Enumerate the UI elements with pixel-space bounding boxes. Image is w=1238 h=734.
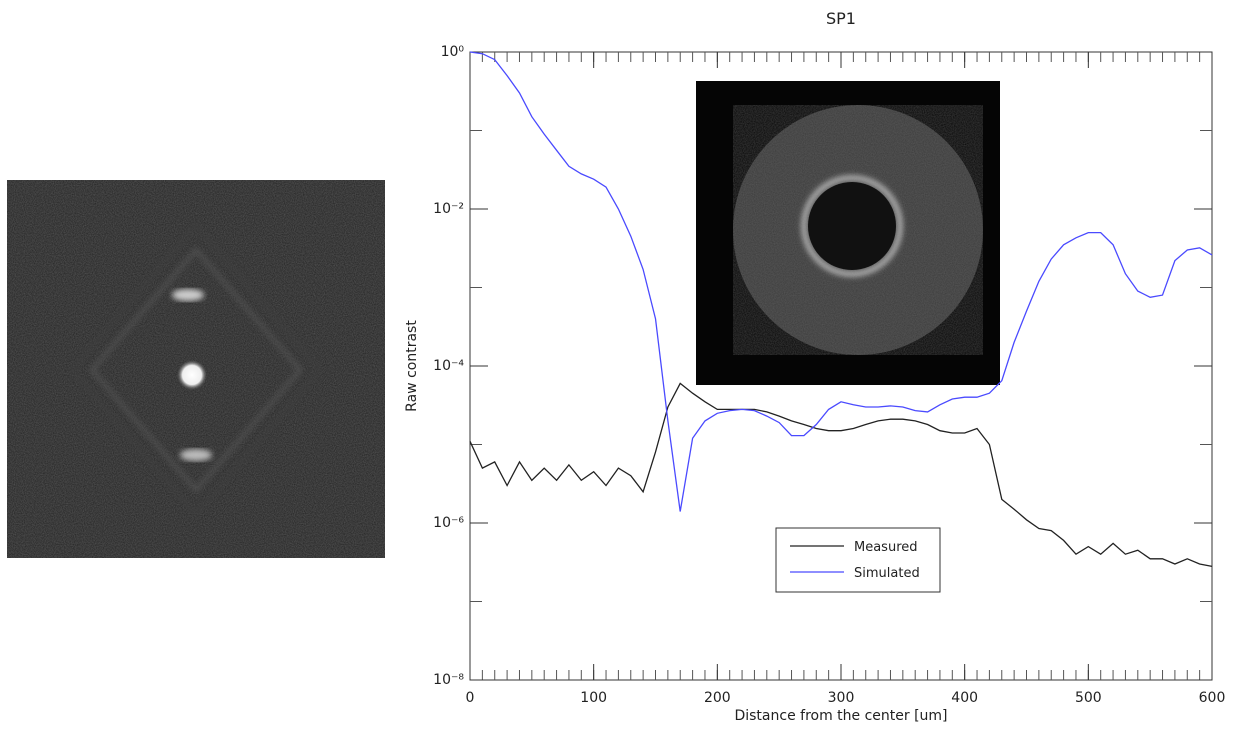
legend-label: Measured [854, 540, 918, 555]
x-tick-label: 0 [466, 690, 475, 706]
inset-image [696, 81, 1000, 385]
chart-title: SP1 [826, 9, 856, 28]
legend-label: Simulated [854, 566, 920, 581]
x-tick-label: 100 [580, 690, 607, 706]
x-tick-label: 200 [704, 690, 731, 706]
y-tick-label: 10⁰ [441, 44, 465, 60]
y-tick-label: 10⁻⁸ [433, 672, 464, 688]
x-tick-label: 600 [1199, 690, 1226, 706]
x-tick-label: 300 [828, 690, 855, 706]
x-axis-label: Distance from the center [um] [734, 708, 947, 724]
speckle-image [7, 180, 385, 558]
x-tick-label: 500 [1075, 690, 1102, 706]
y-axis-label: Raw contrast [404, 320, 420, 412]
data-line [469, 51, 1213, 512]
y-tick-label: 10⁻² [433, 201, 464, 217]
data-line [469, 382, 1213, 568]
y-tick-label: 10⁻⁴ [433, 358, 464, 374]
legend: Measured Simulated [775, 527, 941, 593]
x-tick-label: 400 [951, 690, 978, 706]
y-tick-label: 10⁻⁶ [433, 515, 464, 531]
